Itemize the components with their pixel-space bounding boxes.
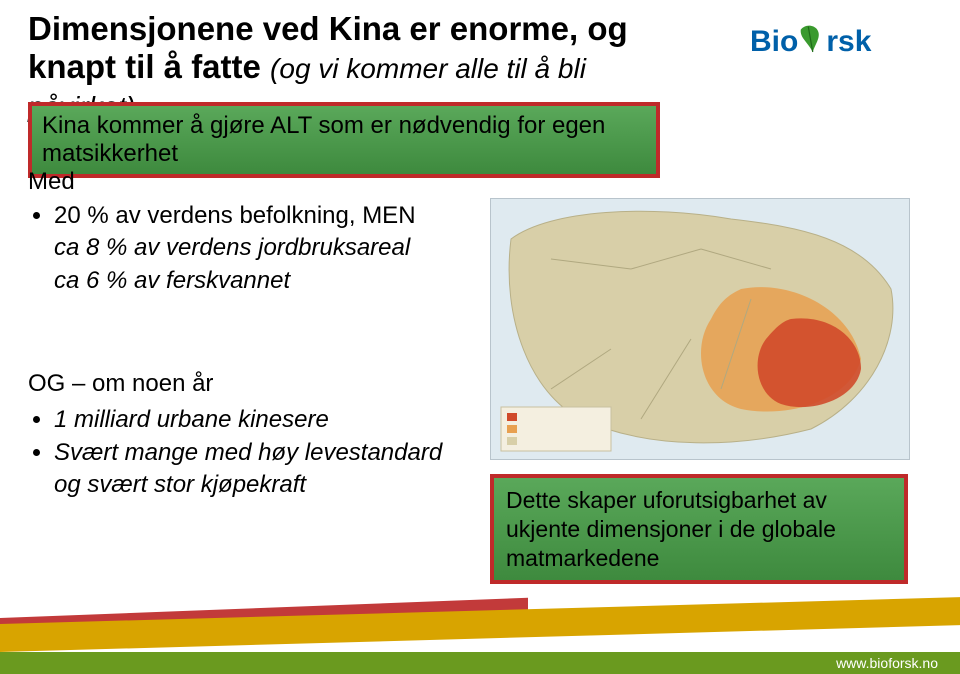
bullet-top-1-sub2: ca 6 % av ferskvannet [54,265,458,297]
brand-logo: Biorsk [750,22,930,72]
highlight-2-text: Dette skaper uforutsigbarhet av ukjente … [506,487,836,571]
brand-text: Biorsk [750,22,871,62]
title-line1: Dimensjonene ved Kina er enorme, og [28,10,628,47]
leaf-icon [796,20,829,64]
footer-band: www.bioforsk.no [0,614,960,674]
bullets-mid-header: OG – om noen år [28,368,468,400]
bullets-top: 20 % av verdens befolkning, MEN ca 8 % a… [28,200,458,297]
bullet-top-1: 20 % av verdens befolkning, MEN ca 8 % a… [54,200,458,297]
brand-post: rsk [826,25,871,59]
footer-link[interactable]: www.bioforsk.no [836,655,938,671]
china-map-image [490,198,910,460]
map-svg [491,199,909,459]
bullets-mid: OG – om noen år 1 milliard urbane kinese… [28,368,468,502]
brand-pre: Bio [750,25,798,59]
bullet-mid-1: 1 milliard urbane kinesere [54,404,468,436]
highlight-1-text: Kina kommer å gjøre ALT som er nødvendig… [42,112,605,167]
band-green [0,652,960,674]
title-line2a: knapt til å fatte [28,48,270,85]
highlight-box-1: Kina kommer å gjøre ALT som er nødvendig… [28,102,660,178]
slide: Dimensjonene ved Kina er enorme, og knap… [0,0,960,674]
bullet-top-1-sub1: ca 8 % av verdens jordbruksareal [54,232,458,264]
med-label: Med [28,168,75,196]
bullet-top-1-text: 20 % av verdens befolkning, MEN [54,202,416,229]
bullet-mid-2: Svært mange med høy levestandard og svær… [54,437,468,502]
highlight-box-2: Dette skaper uforutsigbarhet av ukjente … [490,474,908,584]
